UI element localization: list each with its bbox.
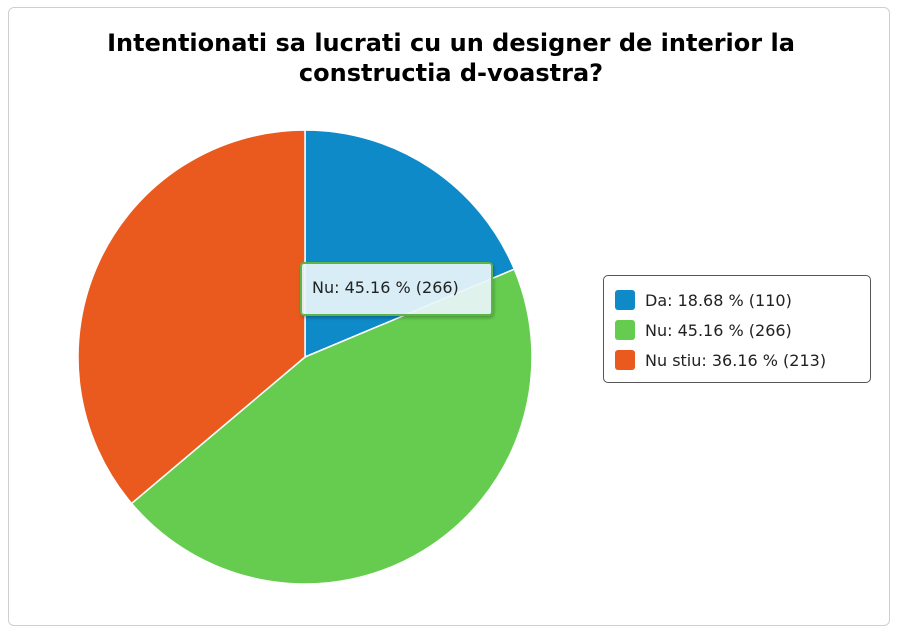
legend-label-da: Da: 18.68 % (110) <box>645 290 792 310</box>
chart-title: Intentionati sa lucrati cu un designer d… <box>107 29 795 87</box>
slice-tooltip: Nu: 45.16 % (266) <box>300 262 493 316</box>
legend-item-nu-stiu[interactable]: Nu stiu: 36.16 % (213) <box>615 345 870 375</box>
pie-slice-nu[interactable] <box>130 268 533 585</box>
legend-item-da[interactable]: Da: 18.68 % (110) <box>615 285 870 315</box>
legend-label-nu: Nu: 45.16 % (266) <box>645 320 792 340</box>
pie-slice-nu-stiu[interactable] <box>77 129 306 505</box>
legend-swatch-da <box>615 290 635 310</box>
legend-swatch-nu-stiu <box>615 350 635 370</box>
chart-legend: Da: 18.68 % (110) Nu: 45.16 % (266) Nu s… <box>603 275 871 383</box>
legend-swatch-nu <box>615 320 635 340</box>
legend-label-nu-stiu: Nu stiu: 36.16 % (213) <box>645 350 827 370</box>
legend-item-nu[interactable]: Nu: 45.16 % (266) <box>615 315 870 345</box>
